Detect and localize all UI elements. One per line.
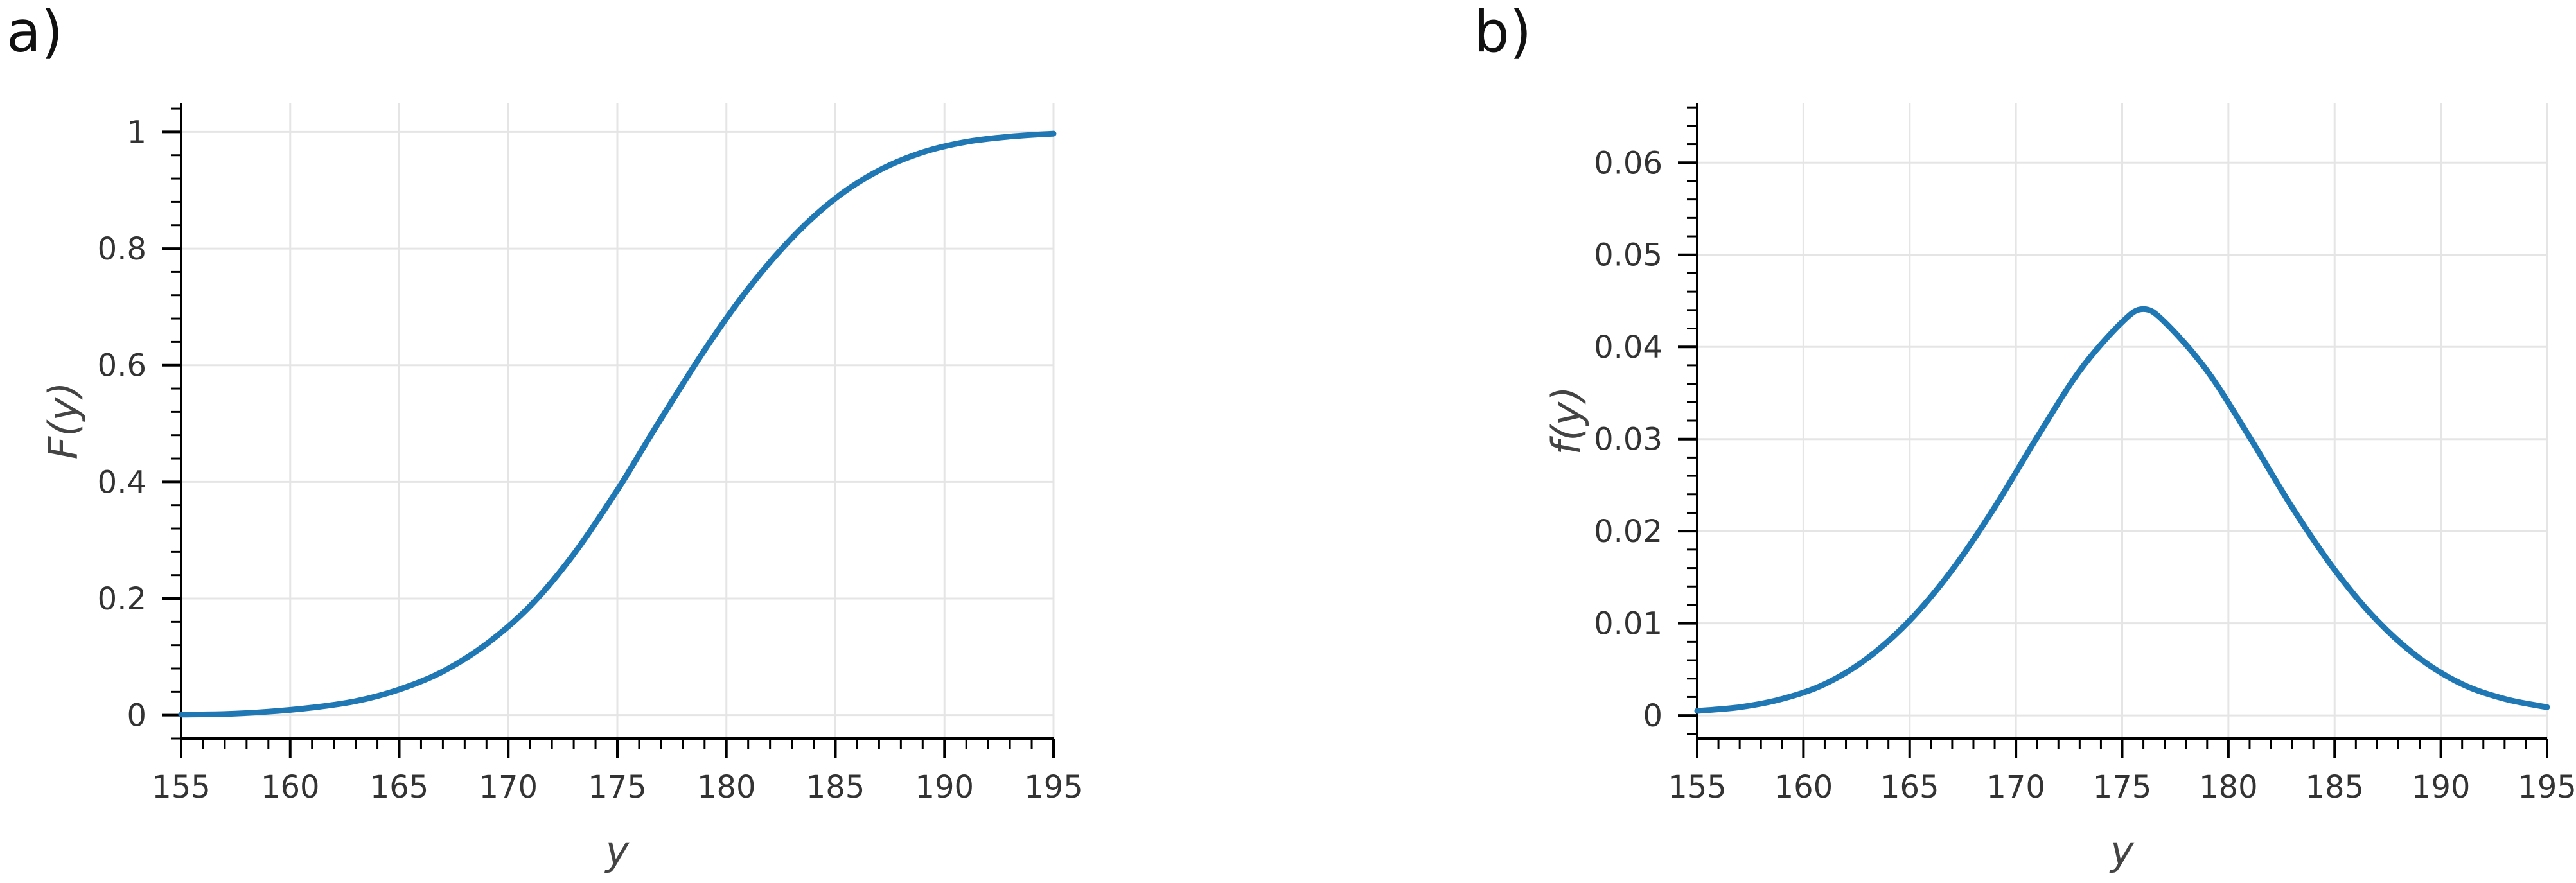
x-tick-label: 185 <box>2305 769 2364 805</box>
y-tick-label: 0.8 <box>98 231 146 267</box>
y-tick-label: 0.05 <box>1594 238 1663 274</box>
x-tick-label: 185 <box>806 769 865 805</box>
y-axis-label: f(y) <box>1543 387 1590 455</box>
x-tick-label: 195 <box>2518 769 2576 805</box>
y-axis-label: F(y) <box>40 382 87 460</box>
y-tick-label: 0 <box>1643 698 1663 734</box>
panel-label-a: a) <box>6 0 64 65</box>
x-tick-label: 190 <box>915 769 974 805</box>
y-tick-label: 0.6 <box>98 348 146 384</box>
panel-label-b: b) <box>1474 0 1532 65</box>
x-tick-label: 160 <box>261 769 320 805</box>
x-tick-label: 175 <box>588 769 647 805</box>
y-tick-label: 0.04 <box>1594 329 1663 365</box>
chart-panel-1: 155 160 165 170 175 180 185 190 195 0 0.2 0.4 0.6 0.8… <box>40 103 1083 874</box>
x-axis-label: y <box>604 827 630 874</box>
y-tick-label: 0.06 <box>1594 145 1663 181</box>
series-line <box>1694 306 2550 714</box>
x-tick-label: 180 <box>2199 769 2258 805</box>
y-tick-label: 0 <box>127 698 146 734</box>
y-tick-label: 0.4 <box>98 464 146 500</box>
x-tick-label: 160 <box>1774 769 1833 805</box>
y-tick-label: 0.01 <box>1594 606 1663 642</box>
y-tick-label: 0.03 <box>1594 422 1663 458</box>
x-tick-label: 155 <box>1668 769 1727 805</box>
series-line <box>178 130 1057 718</box>
x-tick-label: 155 <box>152 769 211 805</box>
x-tick-label: 170 <box>479 769 538 805</box>
x-tick-label: 195 <box>1024 769 1083 805</box>
x-tick-label: 170 <box>1986 769 2045 805</box>
x-tick-label: 165 <box>1880 769 1939 805</box>
chart-panel-2: 155 160 165 170 175 180 185 190 195 0 0.01 0.02 0.03… <box>1543 103 2576 874</box>
x-tick-label: 180 <box>697 769 756 805</box>
x-tick-label: 175 <box>2093 769 2152 805</box>
x-axis-label: y <box>2109 827 2135 874</box>
x-tick-label: 190 <box>2412 769 2471 805</box>
y-tick-label: 1 <box>127 114 146 150</box>
y-tick-label: 0.02 <box>1594 514 1663 550</box>
x-tick-label: 165 <box>370 769 429 805</box>
y-tick-label: 0.2 <box>98 581 146 617</box>
